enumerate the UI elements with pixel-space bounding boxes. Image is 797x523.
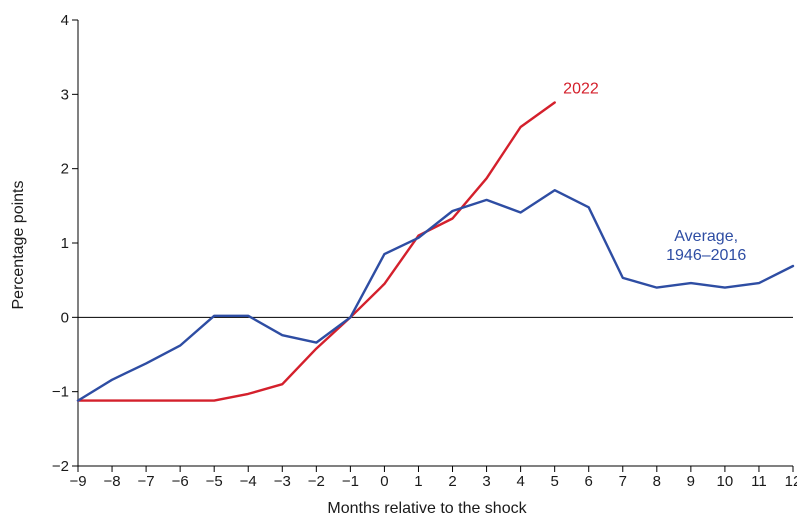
y-tick-label: 0 [61, 309, 69, 326]
y-tick-label: 3 [61, 86, 69, 103]
x-tick-label: −3 [274, 473, 291, 490]
y-tick-label: 4 [61, 12, 69, 29]
x-tick-label: −5 [206, 473, 223, 490]
series-label-line: Average, [674, 228, 738, 245]
series-label-1: Average, 1946–2016 [666, 228, 746, 264]
series-line-0 [76, 101, 556, 402]
x-tick-label: 8 [653, 473, 661, 490]
x-tick-label: 7 [619, 473, 627, 490]
x-axis-title: Months relative to the shock [327, 500, 527, 517]
series-label-line: 2022 [563, 81, 599, 98]
x-tick-label: 12 [785, 473, 797, 490]
x-tick-label: −9 [69, 473, 86, 490]
x-tick-label: −6 [172, 473, 189, 490]
x-tick-label: −4 [240, 473, 257, 490]
x-tick-label: 0 [380, 473, 388, 490]
series-layer [76, 101, 795, 402]
x-tick-label: −1 [342, 473, 359, 490]
y-tick-label: −1 [52, 384, 69, 401]
x-tick-label: 2 [448, 473, 456, 490]
y-tick-label: 2 [61, 161, 69, 178]
x-tick-label: 11 [751, 473, 767, 490]
x-tick-label: −7 [138, 473, 155, 490]
x-tick-label: 3 [482, 473, 490, 490]
x-tick-label: 1 [414, 473, 422, 490]
series-label-line: 1946–2016 [666, 247, 746, 264]
series-label-0: 2022 [563, 81, 599, 98]
x-tick-label: 9 [687, 473, 695, 490]
x-tick-label: 6 [585, 473, 593, 490]
x-tick-label: −8 [103, 473, 120, 490]
series-line-1 [76, 188, 795, 402]
x-tick-label: −2 [308, 473, 325, 490]
x-tick-label: 10 [717, 473, 734, 490]
y-tick-label: 1 [61, 235, 69, 252]
x-tick-label: 5 [550, 473, 558, 490]
x-tick-label: 4 [516, 473, 524, 490]
y-tick-label: −2 [52, 458, 69, 475]
labels-layer: 2022 Average, 1946–2016 [563, 81, 746, 264]
y-axis-title: Percentage points [10, 181, 27, 310]
